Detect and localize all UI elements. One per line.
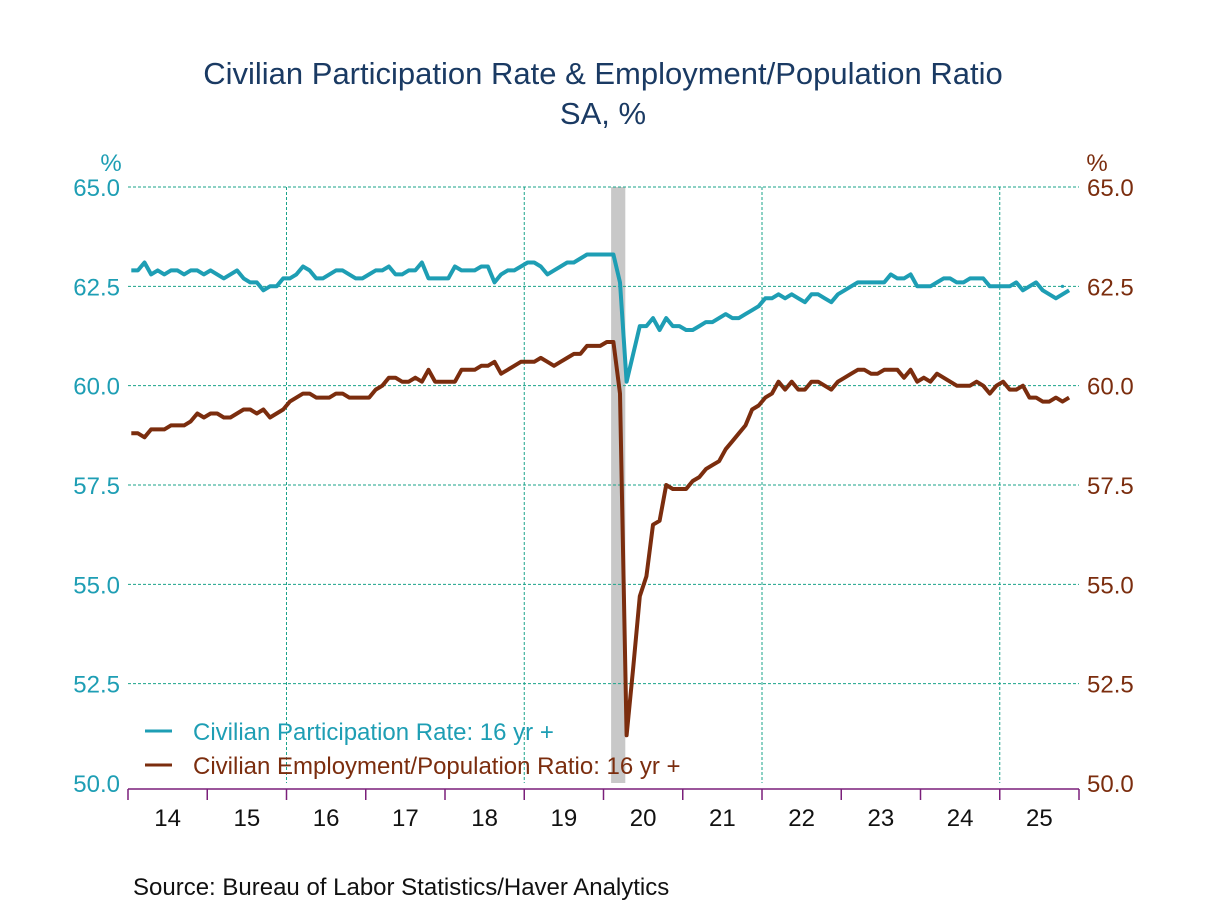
right-tick-label: 55.0 (1087, 572, 1134, 599)
x-tick-label: 19 (551, 805, 578, 832)
x-tick-label: 14 (154, 805, 181, 832)
x-tick-label: 17 (392, 805, 419, 832)
right-axis-unit-label: % (1086, 150, 1107, 177)
x-tick-label: 20 (630, 805, 657, 832)
employment-population-marker (1060, 399, 1065, 404)
x-tick-label: 18 (471, 805, 498, 832)
chart-title: Civilian Participation Rate & Employment… (203, 56, 1003, 91)
x-tick-label: 22 (788, 805, 815, 832)
chart-subtitle: SA, % (560, 96, 646, 131)
left-tick-label: 50.0 (73, 771, 120, 798)
right-tick-label: 60.0 (1087, 374, 1134, 401)
right-tick-label: 65.0 (1087, 175, 1134, 202)
x-tick-label: 24 (947, 805, 974, 832)
right-tick-label: 52.5 (1087, 672, 1134, 699)
x-tick-label: 21 (709, 805, 736, 832)
left-tick-label: 60.0 (73, 374, 120, 401)
x-axis: 14 15 16 17 18 19 20 21 22 23 24 25 (127, 788, 1080, 832)
series-layer (131, 252, 1071, 738)
legend-label-employment: Civilian Employment/Population Ratio: 16… (193, 753, 681, 780)
left-axis-unit-label: % (100, 150, 121, 177)
legend-label-participation: Civilian Participation Rate: 16 yr + (193, 719, 554, 746)
left-tick-label: 65.0 (73, 175, 120, 202)
right-tick-label: 57.5 (1087, 473, 1134, 500)
right-axis: 65.0 62.5 60.0 57.5 55.0 52.5 50.0 (1087, 175, 1134, 798)
participation-rate-line (131, 252, 1071, 384)
right-tick-label: 50.0 (1087, 771, 1134, 798)
left-tick-label: 52.5 (73, 672, 120, 699)
x-tick-label: 25 (1026, 805, 1053, 832)
x-tick-label: 15 (234, 805, 261, 832)
legend: Civilian Participation Rate: 16 yr + Civ… (145, 719, 681, 780)
participation-rate-marker (1060, 284, 1065, 288)
left-tick-label: 57.5 (73, 473, 120, 500)
x-tick-label: 23 (868, 805, 895, 832)
left-axis: 65.0 62.5 60.0 57.5 55.0 52.5 50.0 (73, 175, 120, 798)
source-note: Source: Bureau of Labor Statistics/Haver… (133, 874, 669, 901)
x-tick-label: 16 (313, 805, 340, 832)
left-tick-label: 62.5 (73, 274, 120, 301)
left-tick-label: 55.0 (73, 572, 120, 599)
grid-layer (128, 186, 1079, 783)
right-tick-label: 62.5 (1087, 274, 1134, 301)
employment-population-line (131, 340, 1071, 738)
